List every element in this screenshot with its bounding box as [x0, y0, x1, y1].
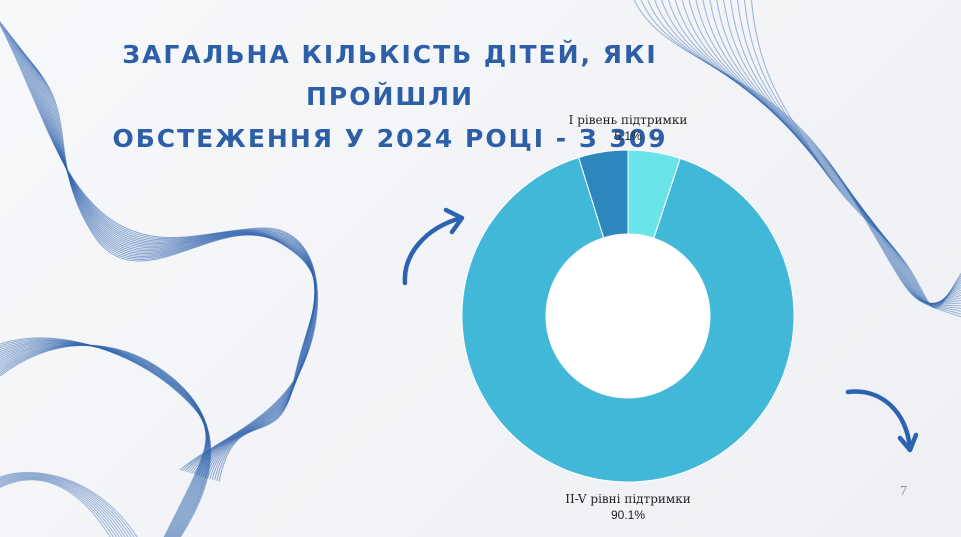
- title-line-1: ЗАГАЛЬНА КІЛЬКІСТЬ ДІТЕЙ, ЯКІ ПРОЙШЛИ: [122, 40, 658, 111]
- donut-slice-2: [578, 149, 629, 239]
- wave-line: [674, 0, 961, 305]
- title-line-2: ОБСТЕЖЕННЯ У 2024 РОЦІ - З 309: [112, 124, 668, 153]
- donut-slice-1: [461, 156, 795, 483]
- wave-line: [681, 0, 961, 304]
- wave-line: [0, 476, 123, 537]
- wave-line: [0, 478, 114, 537]
- wave-line: [654, 0, 961, 310]
- curved-arrow-up-icon: [402, 207, 465, 286]
- wave-line: [0, 471, 138, 537]
- slice-value-1: 90.1%: [611, 508, 645, 522]
- wave-line: [737, 0, 961, 308]
- wave-line: [709, 0, 961, 305]
- wave-line: [695, 0, 961, 304]
- slice-label-1: II-V рівні підтримки: [565, 492, 690, 506]
- page-number: 7: [900, 484, 907, 499]
- curved-arrow-down-icon: [845, 389, 919, 453]
- wave-line: [702, 0, 961, 305]
- wave-line: [0, 474, 129, 537]
- slide-title: ЗАГАЛЬНА КІЛЬКІСТЬ ДІТЕЙ, ЯКІ ПРОЙШЛИ ОБ…: [60, 34, 720, 160]
- slice-label-0: I рівень підтримки: [569, 113, 688, 127]
- wave-line: [0, 476, 120, 537]
- wave-line: [716, 0, 961, 306]
- wave-line: [633, 0, 961, 318]
- wave-line: [640, 0, 961, 315]
- wave-line: [0, 472, 135, 537]
- wave-line: [0, 473, 132, 537]
- wave-line: [668, 0, 961, 305]
- wave-line: [688, 0, 961, 304]
- wave-line: [0, 337, 207, 537]
- wave-line: [723, 0, 961, 306]
- wave-line: [647, 0, 961, 312]
- wave-line: [0, 479, 111, 537]
- wave-line: [730, 0, 961, 307]
- donut-hole: [547, 235, 709, 397]
- wave-line: [744, 0, 961, 308]
- wave-line: [0, 477, 117, 537]
- wave-line: [0, 475, 126, 537]
- wave-line: [661, 0, 961, 307]
- wave-line: [750, 0, 961, 309]
- wave-line: [33, 65, 317, 482]
- slice-value-0: 5.1%: [614, 129, 642, 143]
